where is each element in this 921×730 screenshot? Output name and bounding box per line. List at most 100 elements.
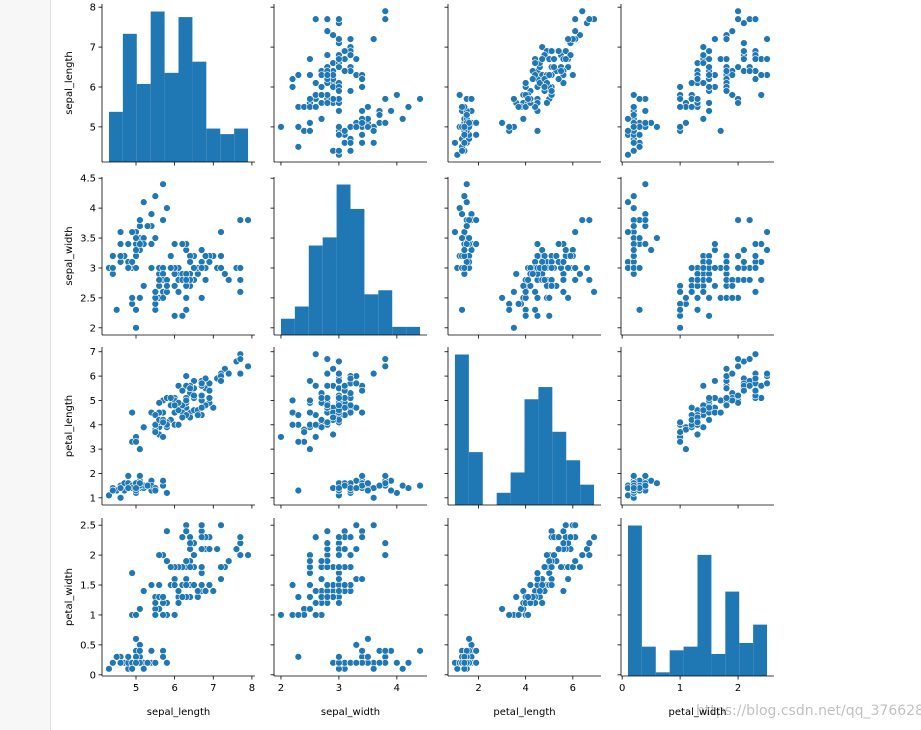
scatter-point [147, 240, 156, 248]
scatter-point [182, 276, 190, 284]
scatter-point [197, 404, 206, 412]
scatter-point [505, 306, 513, 314]
x-tick-label: 7 [210, 683, 216, 694]
scatter-point [751, 240, 760, 248]
scatter-point [547, 87, 556, 95]
x-axis-label: sepal_length [147, 707, 211, 718]
scatter-point [109, 252, 117, 260]
scatter-point [128, 294, 136, 302]
scatter-point [136, 294, 144, 302]
scatter-point [590, 533, 598, 541]
scatter-point [190, 581, 198, 589]
scatter-point [323, 51, 332, 59]
y-tick-label: 2 [90, 551, 96, 562]
hist-bar [655, 672, 670, 676]
scatter-point [728, 282, 736, 290]
scatter-point [630, 246, 638, 254]
hist-bar [392, 326, 407, 335]
scatter-point [105, 665, 113, 673]
scatter-point [159, 433, 167, 441]
scatter-point [335, 357, 343, 366]
scatter-point [364, 123, 372, 131]
scatter-point [335, 87, 343, 95]
scatter-point [467, 95, 476, 103]
scatter-point [676, 103, 684, 111]
panel-sepal_width-vs-sepal_width [270, 177, 427, 339]
scatter-point [653, 234, 661, 242]
scatter-point [159, 418, 167, 427]
hist-bar [150, 11, 165, 162]
scatter-point [543, 99, 551, 107]
scatter-point [294, 123, 303, 131]
scatter-point [335, 394, 343, 402]
scatter-point [624, 198, 632, 206]
scatter-point [197, 294, 206, 302]
scatter-point [136, 647, 144, 655]
scatter-point [571, 15, 579, 23]
scatter-point [174, 587, 183, 595]
y-axis-label: sepal_width [64, 226, 75, 285]
scatter-point [571, 276, 579, 284]
scatter-point [128, 569, 136, 577]
scatter-point [323, 15, 332, 23]
scatter-point [358, 408, 366, 417]
scatter-point [734, 264, 742, 272]
scatter-point [312, 79, 320, 87]
scatter-point [147, 581, 156, 589]
hist-bar [364, 294, 379, 335]
x-tick-label: 1 [677, 683, 683, 694]
scatter-point [170, 312, 179, 320]
scatter-point [699, 115, 707, 123]
scatter-point [323, 71, 332, 79]
scatter-point [687, 103, 696, 111]
scatter-point [335, 599, 343, 607]
scatter-point [329, 31, 337, 39]
hist-bar [220, 134, 235, 162]
scatter-point [722, 55, 731, 63]
scatter-point [323, 27, 332, 35]
scatter-point [381, 647, 389, 655]
scatter-point [217, 377, 225, 385]
scatter-point [288, 75, 297, 83]
hist-bar [739, 642, 754, 676]
y-axis-label: petal_length [64, 395, 75, 457]
scatter-point [236, 216, 245, 224]
scatter-point [182, 372, 190, 380]
scatter-point [182, 557, 190, 565]
hist-bar [192, 61, 207, 162]
scatter-point [364, 103, 372, 111]
scatter-point [159, 477, 167, 485]
scatter-point [136, 472, 144, 480]
scatter-point [465, 119, 473, 127]
scatter-point [151, 659, 160, 667]
scatter-point [174, 382, 183, 390]
scatter-point [404, 659, 413, 667]
scatter-point [566, 51, 575, 59]
scatter-point [346, 533, 355, 541]
scatter-point [693, 418, 702, 427]
scatter-point [538, 43, 546, 51]
scatter-point [557, 563, 565, 571]
scatter-point [140, 198, 148, 206]
scatter-point [398, 665, 407, 673]
scatter-point [306, 71, 314, 79]
scatter-point [533, 127, 542, 135]
hist-bar [322, 237, 337, 335]
scatter-point [381, 95, 389, 103]
scatter-point [524, 276, 532, 284]
scatter-point [323, 539, 332, 547]
scatter-point [124, 472, 132, 480]
scatter-point [294, 593, 303, 601]
hist-bar [406, 326, 421, 335]
scatter-point [294, 143, 303, 151]
hist-bar [538, 387, 553, 505]
scatter-point [472, 119, 480, 127]
scatter-point [550, 55, 558, 63]
scatter-point [364, 486, 372, 495]
y-tick-label: 4.5 [80, 174, 96, 185]
scatter-point [529, 75, 537, 83]
scatter-point [554, 533, 563, 541]
scatter-point [734, 252, 742, 260]
scatter-point [335, 401, 343, 410]
scatter-point [630, 147, 638, 155]
